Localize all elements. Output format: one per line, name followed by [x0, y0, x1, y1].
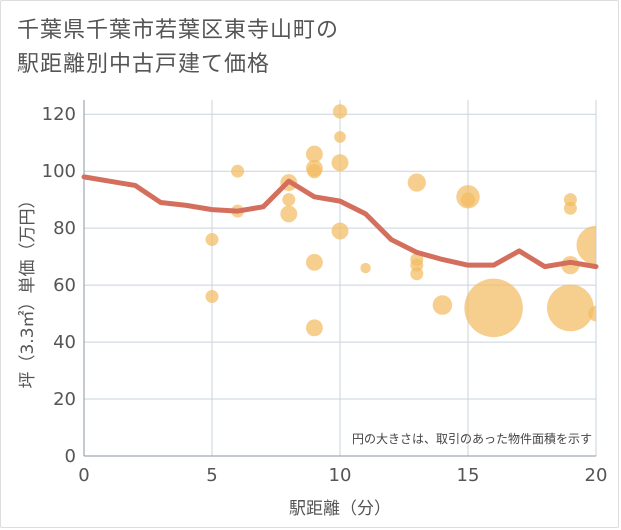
data-bubble — [460, 192, 476, 207]
data-bubble — [334, 131, 346, 143]
data-bubble — [231, 164, 245, 178]
data-bubble — [407, 173, 426, 192]
x-axis-label: 駅距離（分） — [289, 499, 391, 519]
data-bubble — [563, 201, 577, 215]
data-bubble — [305, 145, 323, 163]
data-bubble — [464, 278, 523, 338]
y-tick-label: 80 — [53, 218, 76, 239]
bubble-series — [205, 104, 596, 338]
grid-lines — [83, 100, 597, 457]
size-annotation: 円の大きさは、取引のあった物件面積を示す — [352, 431, 592, 446]
x-tick-label: 0 — [78, 465, 89, 486]
y-tick-label: 20 — [53, 389, 76, 410]
x-tick-label: 15 — [457, 465, 480, 486]
y-tick-label: 120 — [42, 104, 76, 125]
data-bubble — [205, 290, 219, 304]
data-bubble — [305, 319, 323, 337]
data-bubble — [282, 193, 296, 207]
average-line-series — [81, 174, 599, 270]
y-tick-label: 0 — [65, 446, 76, 467]
data-bubble — [307, 164, 322, 179]
data-bubble — [576, 225, 596, 265]
chart-title-line-2: 駅距離別中古戸建て価格 — [17, 52, 271, 77]
axis-ticks: 0 20 40 60 80 100 120 0 5 10 15 20 — [42, 104, 608, 486]
data-bubble — [280, 205, 298, 223]
y-tick-label: 40 — [53, 332, 76, 353]
data-bubble — [360, 262, 371, 274]
data-bubble — [547, 284, 594, 332]
data-bubble — [410, 267, 424, 281]
data-bubble — [588, 305, 596, 322]
average-line — [81, 174, 599, 270]
y-tick-label: 60 — [53, 275, 76, 296]
y-axis-label: 坪（3.3㎡）単価（万円） — [18, 191, 38, 388]
data-bubble — [331, 222, 349, 240]
chart-title-line-1: 千葉県千葉市若葉区東寺山町の — [17, 18, 340, 43]
x-tick-label: 5 — [206, 465, 217, 486]
data-bubble — [331, 154, 349, 172]
data-bubble — [432, 295, 453, 315]
x-tick-label: 10 — [329, 465, 352, 486]
data-bubble — [332, 104, 348, 119]
chart-title: 千葉県千葉市若葉区東寺山町の 駅距離別中古戸建て価格 — [17, 14, 339, 82]
x-tick-label: 20 — [585, 465, 608, 486]
data-bubble — [305, 253, 323, 271]
y-tick-label: 100 — [42, 161, 76, 182]
data-bubble — [205, 233, 219, 247]
